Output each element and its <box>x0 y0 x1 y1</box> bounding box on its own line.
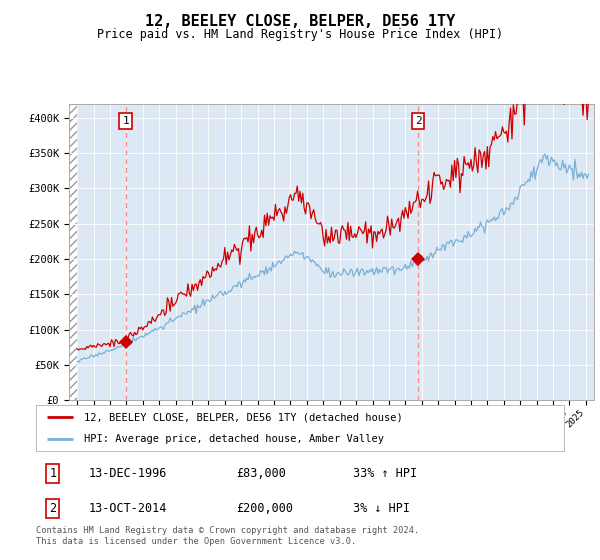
Text: 2: 2 <box>415 116 422 126</box>
Text: Contains HM Land Registry data © Crown copyright and database right 2024.
This d: Contains HM Land Registry data © Crown c… <box>36 526 419 546</box>
Text: 1: 1 <box>122 116 129 126</box>
Text: HPI: Average price, detached house, Amber Valley: HPI: Average price, detached house, Ambe… <box>83 435 383 444</box>
Text: 3% ↓ HPI: 3% ↓ HPI <box>353 502 410 515</box>
Text: 12, BEELEY CLOSE, BELPER, DE56 1TY: 12, BEELEY CLOSE, BELPER, DE56 1TY <box>145 14 455 29</box>
Text: 13-OCT-2014: 13-OCT-2014 <box>89 502 167 515</box>
Text: Price paid vs. HM Land Registry's House Price Index (HPI): Price paid vs. HM Land Registry's House … <box>97 28 503 41</box>
Text: 33% ↑ HPI: 33% ↑ HPI <box>353 466 417 480</box>
Text: 1: 1 <box>49 466 56 480</box>
Text: 12, BEELEY CLOSE, BELPER, DE56 1TY (detached house): 12, BEELEY CLOSE, BELPER, DE56 1TY (deta… <box>83 412 402 422</box>
Text: 2: 2 <box>49 502 56 515</box>
Text: 13-DEC-1996: 13-DEC-1996 <box>89 466 167 480</box>
Text: £200,000: £200,000 <box>236 502 293 515</box>
Bar <box>69 104 77 400</box>
Text: £83,000: £83,000 <box>236 466 287 480</box>
